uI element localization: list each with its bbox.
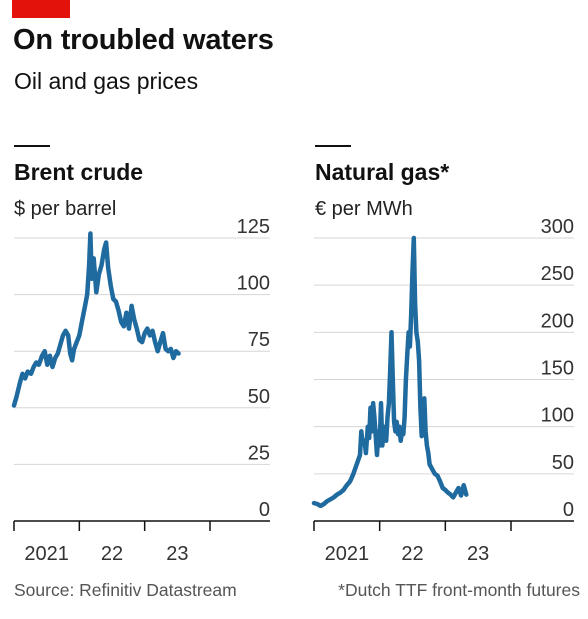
brand-tag — [12, 0, 70, 18]
panel-unit-label: $ per barrel — [14, 198, 116, 220]
y-tick-label: 100 — [541, 405, 574, 427]
chart-title: On troubled waters — [13, 24, 274, 56]
y-tick-label: 75 — [248, 329, 270, 351]
y-tick-label: 50 — [552, 452, 574, 474]
y-tick-label: 250 — [541, 263, 574, 285]
series-line — [11, 231, 181, 408]
source-note: Source: Refinitiv Datastream — [14, 580, 237, 600]
y-tick-label: 25 — [248, 442, 270, 464]
y-tick-label: 50 — [248, 386, 270, 408]
x-tick-label: 23 — [166, 543, 188, 565]
x-tick-label: 22 — [101, 543, 123, 565]
y-tick-label: 0 — [563, 499, 574, 521]
x-tick-label: 23 — [467, 543, 489, 565]
x-tick-label: 2021 — [325, 543, 370, 565]
panel-title: Natural gas* — [315, 159, 449, 185]
y-tick-label: 200 — [541, 310, 574, 332]
series-line — [311, 235, 469, 509]
y-tick-label: 300 — [541, 216, 574, 238]
panel-title: Brent crude — [14, 159, 143, 185]
footnote: *Dutch TTF front-month futures — [338, 580, 580, 600]
y-tick-label: 125 — [237, 216, 270, 238]
y-tick-label: 150 — [541, 358, 574, 380]
panel-unit-label: € per MWh — [315, 198, 413, 220]
x-tick-label: 22 — [401, 543, 423, 565]
chart-subtitle: Oil and gas prices — [14, 68, 199, 94]
y-tick-label: 0 — [259, 499, 270, 521]
y-tick-label: 100 — [237, 273, 270, 295]
x-tick-label: 2021 — [24, 543, 69, 565]
